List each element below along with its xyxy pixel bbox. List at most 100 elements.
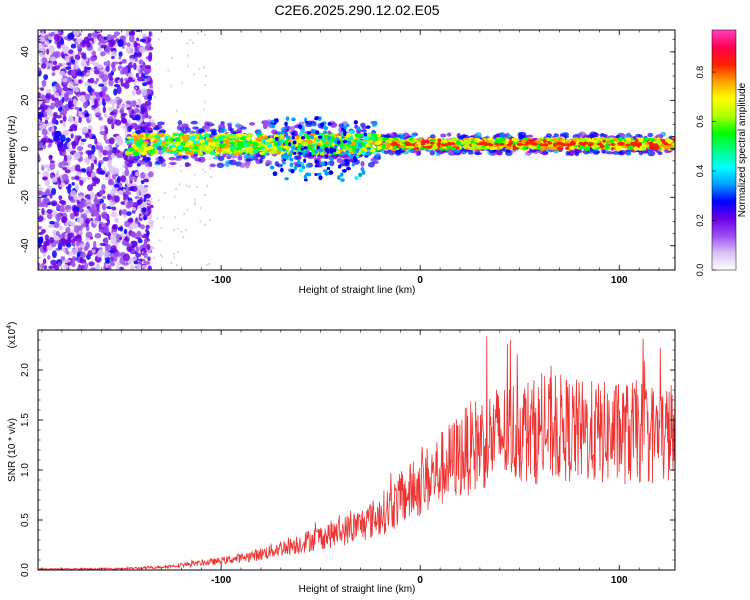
spectrogram-noise-blob (72, 98, 78, 106)
spectrogram-noise-blob (44, 178, 51, 187)
spectrogram-disturbance (361, 150, 367, 156)
spectrogram-faint-point (170, 85, 172, 88)
spectrogram-halo (474, 132, 482, 138)
figure-title: C2E6.2025.290.12.02.E05 (274, 2, 439, 18)
spectrogram-noise-blob (68, 116, 74, 123)
spectrogram-disturbance (327, 122, 332, 126)
spectrogram-halo (181, 123, 189, 128)
spectrogram-disturbance (303, 158, 307, 163)
spectrogram-faint-point (185, 229, 188, 232)
spectrogram-noise-blob (125, 46, 133, 54)
spectrogram-peak (547, 141, 553, 145)
spectrogram-noise-blob (91, 144, 96, 153)
spectrogram-halo (139, 160, 146, 165)
spectrogram-noise-blob (49, 160, 55, 164)
spectrogram-frame (37, 29, 676, 271)
spectrogram-halo (219, 127, 227, 133)
spectrogram-noise-blob (91, 249, 96, 254)
spectrogram-faint-point (202, 168, 204, 171)
spectrogram-disturbance (347, 141, 352, 145)
spectrogram-halo (638, 149, 644, 156)
spectrogram-signal (164, 135, 169, 140)
spectrogram-image (38, 30, 675, 270)
spectrogram-halo (399, 135, 406, 141)
spectrogram-noise-blob (125, 178, 129, 186)
spectrogram-noise-blob (79, 94, 86, 103)
spectrogram-noise-blob (140, 103, 147, 111)
spectrogram-halo (274, 161, 280, 167)
spectrogram-halo (248, 154, 255, 160)
spectrogram-halo (129, 156, 136, 162)
spectrogram-noise-blob (105, 244, 112, 250)
spectrogram-faint-point (172, 136, 175, 139)
spectrogram-noise-blob (84, 66, 88, 74)
spectrogram-signal (183, 136, 190, 141)
spectrogram-signal (659, 144, 665, 148)
spectrogram-disturbance (317, 135, 323, 139)
spectrogram-disturbance (293, 165, 297, 171)
spectrogram-noise-blob (126, 42, 131, 48)
spectrogram-noise-blob (46, 48, 50, 55)
spectrogram-disturbance (316, 172, 322, 176)
spectrogram-halo (518, 134, 525, 139)
spectrogram-noise-blob (96, 203, 100, 211)
snr-y-ticks: 0.0 0.5 1.0 1.5 2.0 (20, 339, 675, 577)
spectrogram-noise-blob (119, 267, 123, 270)
spectrogram-noise-blob (85, 149, 93, 155)
spectrogram-halo (227, 123, 232, 128)
spectrogram-noise-blob (109, 39, 116, 46)
spectrogram-noise-blob (107, 182, 115, 186)
spectrogram-noise-blob (51, 250, 57, 259)
spectrogram-noise-blob (94, 217, 99, 222)
spectrogram-noise-blob (98, 228, 105, 233)
spectrogram-peak (517, 143, 523, 147)
spectrogram-noise-blob (110, 211, 118, 218)
spectrogram-noise-blob (70, 59, 76, 64)
spectrogram-disturbance (326, 161, 331, 165)
spectrogram-noise-blob (116, 86, 122, 95)
spectrogram-signal (573, 138, 578, 142)
spectrogram-noise-blob (76, 145, 84, 152)
spectrogram-noise-blob (134, 195, 140, 200)
spectrogram-noise-blob (127, 218, 133, 223)
spectrogram-noise-blob (144, 261, 151, 265)
spectrogram-halo (190, 120, 199, 125)
spectrogram-noise-blob (40, 262, 45, 269)
spectrogram-noise-blob (49, 139, 54, 144)
spectrogram-noise-blob (94, 80, 98, 85)
spectrogram-halo (147, 121, 152, 128)
spectrogram-noise-blob (79, 217, 84, 225)
spectrogram-noise-blob (146, 115, 152, 120)
spectrogram-noise-blob (89, 56, 97, 62)
spectrogram-faint-point (187, 54, 189, 57)
spectrogram-signal (154, 134, 161, 138)
spectrogram-signal (246, 136, 251, 142)
spectrogram-noise-blob (38, 215, 44, 222)
spectrogram-noise-blob (38, 119, 41, 123)
spectrogram-noise-blob (62, 114, 67, 122)
spectrogram-noise-blob (43, 197, 50, 204)
spectrogram-signal (273, 134, 280, 138)
spectrogram-noise-blob (65, 62, 72, 66)
spectrogram-faint-point (171, 164, 173, 167)
spectrogram-halo (158, 155, 163, 160)
spectrogram-peak (531, 142, 537, 146)
spectrogram-faint-point (159, 254, 162, 257)
spectrogram-halo (360, 129, 367, 133)
spectrogram-signal (369, 136, 376, 140)
spectrogram-halo (198, 128, 205, 134)
spectrogram-noise-blob (124, 168, 130, 177)
spectrogram-faint-point (168, 165, 171, 168)
spectrogram-noise-blob (55, 230, 60, 236)
spectrogram-noise-blob (131, 109, 135, 115)
spectrogram-noise-blob (45, 88, 52, 94)
spectrogram-faint-point (194, 203, 196, 206)
spectrogram-noise-blob (52, 60, 58, 66)
snr-x-label: Height of straight line (km) (299, 584, 416, 595)
spectrogram-disturbance (340, 178, 345, 182)
spectrogram-disturbance (332, 148, 337, 153)
spectrogram-signal (161, 149, 166, 153)
spectrogram-noise-blob (84, 100, 89, 108)
spectrogram-signal (171, 141, 177, 145)
